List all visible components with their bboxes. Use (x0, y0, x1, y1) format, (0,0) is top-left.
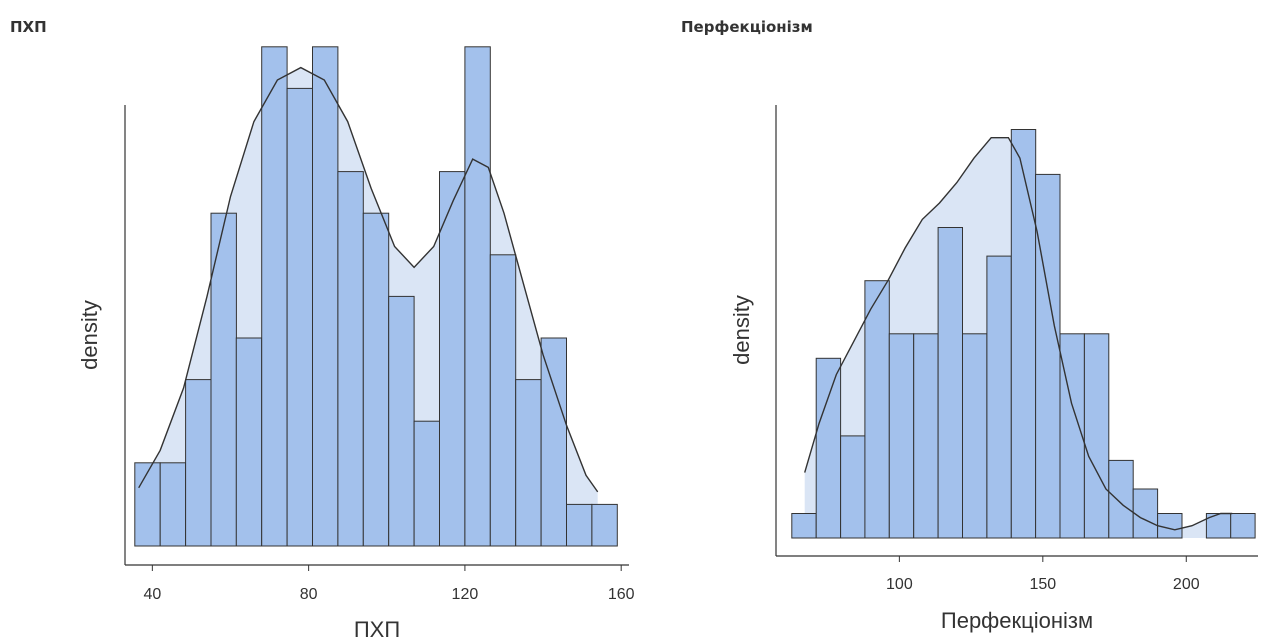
x-axis-title: ПХП (354, 617, 400, 642)
y-axis-title: density (729, 295, 754, 365)
density-curve (138, 66, 599, 493)
histogram-bar-1 (815, 357, 842, 539)
histogram-bar-3 (864, 280, 890, 539)
histogram-bar-11 (1059, 333, 1085, 539)
x-tick-label: 200 (1173, 576, 1200, 593)
y-axis-title: density (77, 300, 102, 370)
chart-title-right: Перфекціонізм (681, 18, 813, 36)
histogram-bar-5 (261, 46, 288, 547)
histogram-bar-0 (791, 513, 817, 539)
histogram-bar-18 (1230, 513, 1256, 539)
histogram-bar-9 (362, 212, 390, 547)
histogram-bar-10 (1035, 173, 1061, 539)
histogram-bar-13 (1108, 459, 1134, 539)
histogram-bar-4 (888, 333, 915, 539)
histogram-bar-9 (1010, 129, 1037, 539)
histogram-bar-5 (913, 333, 939, 539)
histogram-bar-8 (337, 171, 364, 547)
histogram-bar-12 (439, 171, 466, 547)
x-tick-label: 150 (1029, 576, 1056, 593)
histogram-bar-10 (388, 295, 415, 547)
density-curve (804, 137, 1233, 531)
histogram-bar-14 (489, 254, 517, 547)
x-axis-title: Перфекціонізм (941, 608, 1093, 633)
histogram-bar-17 (566, 503, 593, 547)
histogram-bar-2 (185, 379, 212, 547)
chart-title-left: ПХП (10, 18, 47, 36)
histogram-bar-11 (413, 420, 441, 547)
histogram-bar-14 (1132, 488, 1159, 539)
histogram-bar-13 (464, 46, 491, 547)
x-tick-label: 100 (886, 576, 913, 593)
histogram-bar-16 (540, 337, 567, 547)
histogram-bar-15 (1157, 513, 1183, 539)
x-tick-label: 80 (300, 586, 318, 603)
histogram-bar-7 (962, 333, 988, 539)
histogram-bar-6 (937, 227, 964, 539)
histogram-bar-15 (515, 379, 542, 547)
histogram-bar-7 (312, 46, 339, 547)
histogram-chart-right: 100 150 200 Перфекціонізм density (729, 105, 1258, 633)
x-tick-label: 160 (608, 586, 635, 603)
histogram-bar-12 (1083, 333, 1110, 539)
x-tick-label: 40 (143, 586, 161, 603)
histogram-bar-8 (986, 255, 1012, 539)
histogram-bar-4 (235, 337, 263, 547)
histogram-bar-0 (134, 462, 161, 547)
histogram-bar-2 (840, 435, 866, 539)
histogram-chart-left: 40 80 120 160 ПХП density (77, 46, 635, 642)
histogram-bar-6 (286, 87, 314, 547)
histogram-bar-1 (159, 462, 187, 547)
x-tick-label: 120 (452, 586, 479, 603)
histogram-bar-3 (210, 212, 237, 547)
histogram-bar-18 (591, 503, 618, 547)
